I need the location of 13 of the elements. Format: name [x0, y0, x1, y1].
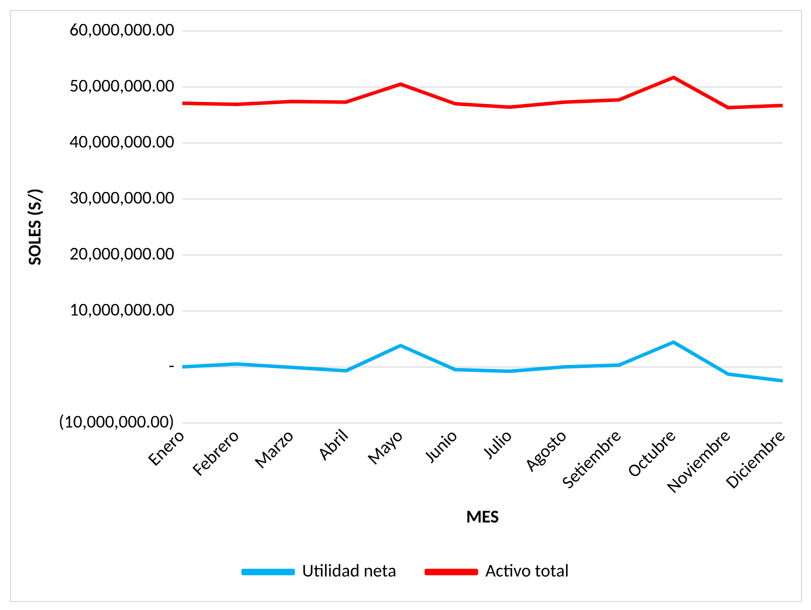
y-tick-label: 20,000,000.00 [70, 242, 174, 264]
y-tick-label: 40,000,000.00 [70, 130, 174, 152]
y-tick-label: 30,000,000.00 [70, 186, 174, 208]
legend-label: Activo total [485, 560, 569, 582]
legend-label: Utilidad neta [302, 560, 396, 582]
x-axis-title: MES [466, 506, 499, 528]
x-tick-label: Julio [478, 424, 517, 464]
y-axis-title: SOLES (S/) [23, 188, 46, 266]
y-tick-label: - [168, 354, 174, 376]
y-tick-label: 10,000,000.00 [70, 298, 174, 320]
y-tick-label: 50,000,000.00 [70, 74, 174, 96]
y-tick-label: (10,000,000.00) [58, 410, 174, 432]
y-tick-label: 60,000,000.00 [70, 18, 174, 40]
